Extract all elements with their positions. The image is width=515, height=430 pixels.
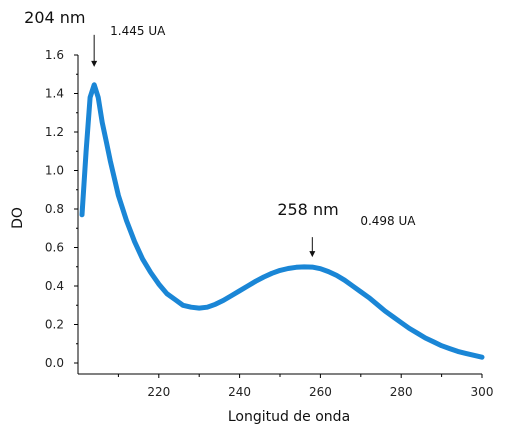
y-tick-label: 1.0 — [45, 164, 64, 178]
y-tick-label: 0.2 — [45, 318, 64, 332]
peak-wavelength-label: 204 nm — [24, 8, 85, 27]
y-tick-label: 0.8 — [45, 202, 64, 216]
y-tick-label: 1.4 — [45, 87, 64, 101]
y-tick-label: 0.4 — [45, 279, 64, 293]
absorbance-line — [79, 82, 485, 360]
peak-value-label: 1.445 UA — [110, 24, 166, 38]
ticks: 0.0 0.2 0.4 0.6 0.8 1.0 1.2 1.4 1.6 220 240 260 280 3… — [45, 48, 494, 399]
y-tick-label: 1.2 — [45, 125, 64, 139]
x-tick-label: 280 — [390, 385, 413, 399]
peak-arrow-head — [91, 60, 98, 67]
peak-annotations: 204 nm 1.445 UA 258 nm 0.498 UA — [24, 8, 416, 258]
y-tick-label: 0.6 — [45, 241, 64, 255]
y-axis-title: DO — [10, 207, 26, 229]
peak-arrow-head — [309, 251, 316, 258]
x-axis-title: Longitud de onda — [228, 409, 350, 425]
y-tick-label: 0.0 — [45, 356, 64, 370]
x-tick-label: 260 — [309, 385, 332, 399]
y-tick-label: 1.6 — [45, 48, 64, 62]
x-tick-label: 220 — [147, 385, 170, 399]
x-tick-label: 240 — [228, 385, 251, 399]
peak-wavelength-label: 258 nm — [277, 200, 338, 219]
peak-value-label: 0.498 UA — [360, 214, 416, 228]
x-tick-label: 300 — [471, 385, 494, 399]
